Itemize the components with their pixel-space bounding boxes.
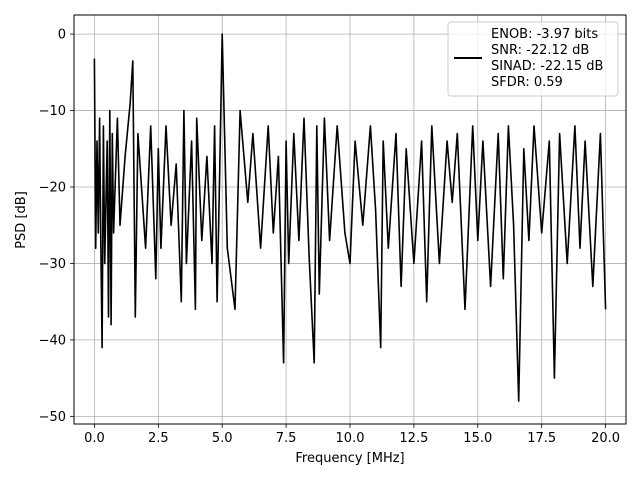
x-tick-label: 12.5 <box>399 431 428 446</box>
y-tick-label: 0 <box>58 28 66 43</box>
x-tick-label: 20.0 <box>591 431 620 446</box>
y-axis-title: PSD [dB] <box>14 191 29 249</box>
y-tick-label: −40 <box>39 333 66 348</box>
legend-entry-enob: ENOB: -3.97 bits <box>491 27 598 42</box>
legend-entry-sinad: SINAD: -22.15 dB <box>491 59 603 74</box>
legend-box <box>447 21 619 97</box>
psd-series-line <box>93 33 607 402</box>
y-tick-label: −30 <box>39 257 66 272</box>
legend: ENOB: -3.97 bits SNR: -22.12 dB SINAD: -… <box>447 21 619 97</box>
x-tick-label: 17.5 <box>527 431 556 446</box>
x-tick-label: 2.5 <box>148 431 169 446</box>
x-tick-label: 0.0 <box>84 431 105 446</box>
legend-entry-sfdr: SFDR: 0.59 <box>491 75 563 90</box>
y-tick-label: −10 <box>39 104 66 119</box>
x-tick-label: 10.0 <box>336 431 365 446</box>
plot-area <box>93 33 607 402</box>
x-tick-label: 7.5 <box>276 431 297 446</box>
x-axis-title: Frequency [MHz] <box>295 451 404 466</box>
y-tick-label: −50 <box>39 410 66 425</box>
y-tick-label: −20 <box>39 181 66 196</box>
x-tick-label: 5.0 <box>212 431 233 446</box>
legend-entry-snr: SNR: -22.12 dB <box>491 43 589 58</box>
axis-ticks: 0.0 2.5 5.0 7.5 10.0 12.5 15.0 17.5 20.0 0 −10 −20 −… <box>39 28 620 446</box>
x-tick-label: 15.0 <box>463 431 492 446</box>
